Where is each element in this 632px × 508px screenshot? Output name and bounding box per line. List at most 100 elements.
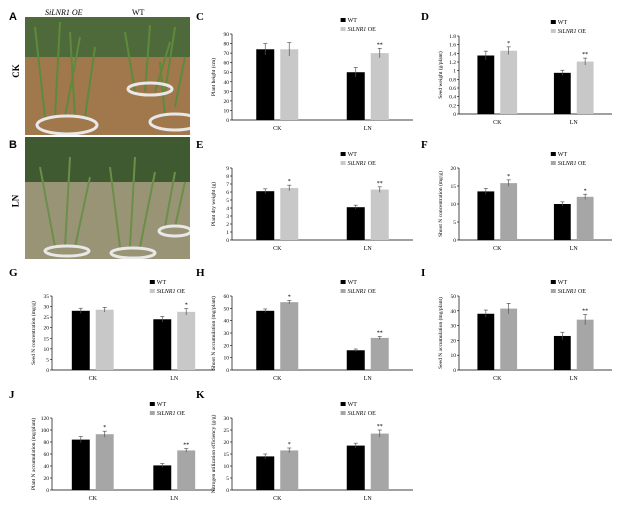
legend-label: SiLNR1 OE — [558, 29, 587, 35]
y-tick-label: 20 — [44, 326, 50, 332]
legend-swatch — [340, 18, 346, 22]
x-tick-label: LN — [570, 246, 579, 252]
y-tick-label: 4 — [226, 206, 229, 212]
y-tick-label: 8 — [226, 174, 229, 180]
y-tick-label: 10 — [224, 356, 230, 362]
panel-label: K — [196, 389, 205, 401]
y-tick-label: 0.6 — [449, 86, 456, 92]
y-tick-label: 3 — [226, 214, 229, 220]
legend-label-suffix: OE — [366, 411, 376, 417]
y-tick-label: 9 — [226, 166, 229, 172]
panel-label: D — [421, 11, 429, 23]
x-tick-label: LN — [170, 496, 179, 502]
bar-oe-ln — [370, 189, 389, 240]
y-tick-label: 20 — [224, 440, 230, 446]
legend-label: WT — [157, 402, 167, 408]
y-tick-label: 0 — [226, 488, 229, 494]
y-tick-label: 0 — [46, 488, 49, 494]
photo-header-wt: WT — [132, 8, 145, 17]
legend-label-italic: SiLNR1 — [558, 29, 577, 35]
y-tick-label: 2 — [226, 222, 229, 228]
significance-mark: * — [103, 425, 106, 431]
legend-swatch — [550, 29, 556, 33]
chart-j: J 0 20 40 60 80 100 120 Plant N accumulation (mg… — [9, 389, 215, 502]
legend-label: WT — [348, 280, 358, 286]
x-tick-label: LN — [570, 120, 579, 126]
x-tick-label: LN — [570, 376, 579, 382]
legend-swatch — [550, 280, 556, 284]
bar-wt-ln — [346, 350, 365, 370]
panel-label: I — [421, 267, 425, 279]
y-tick-label: 10 — [451, 202, 457, 208]
y-axis-label: Seed weight (g/plant) — [437, 51, 444, 99]
legend-swatch — [550, 161, 556, 165]
y-tick-label: 30 — [224, 416, 230, 422]
chart-k: K 0 5 10 15 20 25 30 Nitrogen utilization effici… — [196, 389, 413, 502]
x-tick-label: CK — [89, 376, 98, 382]
y-tick-label: 30 — [224, 89, 230, 95]
bar-wt-ln — [553, 335, 571, 370]
y-tick-label: 80 — [44, 440, 50, 446]
significance-mark: ** — [377, 181, 383, 187]
significance-mark: * — [288, 294, 291, 300]
significance-mark: ** — [582, 52, 588, 58]
x-tick-label: CK — [273, 246, 282, 252]
x-tick-label: CK — [273, 126, 282, 132]
photo-ln-field — [25, 137, 190, 259]
y-tick-label: 30 — [451, 324, 457, 330]
y-tick-label: 25 — [224, 428, 230, 434]
bar-oe-ck — [500, 308, 518, 370]
significance-mark: ** — [377, 424, 383, 430]
y-tick-label: 1.4 — [449, 51, 456, 57]
legend-label-suffix: OE — [576, 161, 586, 167]
y-tick-label: 20 — [224, 343, 230, 349]
bar-oe-ck — [95, 309, 114, 370]
legend-swatch — [149, 411, 155, 415]
legend-label: WT — [558, 20, 568, 26]
legend-swatch — [340, 280, 346, 284]
legend-swatch — [340, 161, 346, 165]
y-tick-label: 50 — [224, 306, 230, 312]
significance-mark: * — [584, 188, 587, 194]
legend-swatch — [340, 289, 346, 293]
x-tick-label: LN — [364, 376, 373, 382]
y-tick-label: 20 — [224, 99, 230, 105]
panel-label-a: A — [9, 11, 17, 23]
photo-ln-image — [25, 137, 190, 259]
bar-wt-ln — [553, 204, 571, 240]
legend-label-suffix: OE — [366, 27, 376, 33]
x-tick-label: LN — [364, 496, 373, 502]
y-tick-label: 0.8 — [449, 77, 456, 83]
y-tick-label: 10 — [451, 353, 457, 359]
panel-label-b: B — [9, 139, 17, 151]
panel-label: F — [421, 139, 428, 151]
significance-mark: * — [288, 442, 291, 448]
y-axis-label: Shoot N accumulation (mg/plant) — [210, 296, 217, 370]
y-tick-label: 120 — [41, 416, 50, 422]
legend-swatch — [340, 27, 346, 31]
significance-mark: * — [288, 179, 291, 185]
y-tick-label: 0 — [453, 112, 456, 118]
chart-h: H 0 10 20 30 40 50 60 Shoot N accumulation (mg/p… — [196, 267, 413, 382]
y-tick-label: 40 — [451, 309, 457, 315]
bar-oe-ln — [370, 433, 389, 490]
bar-oe-ln — [177, 311, 196, 370]
chart-i: I 0 10 20 30 40 50 Seed N accumulation (mg/plan… — [421, 267, 612, 382]
bar-wt-ck — [256, 191, 275, 240]
y-tick-label: 25 — [44, 315, 50, 321]
legend-label-italic: SiLNR1 — [558, 161, 577, 167]
y-tick-label: 10 — [224, 108, 230, 114]
bar-wt-ck — [477, 191, 495, 240]
legend-label: WT — [157, 280, 167, 286]
x-tick-label: CK — [493, 120, 502, 126]
y-tick-label: 1 — [453, 69, 456, 75]
y-tick-label: 15 — [44, 336, 50, 342]
bar-oe-ln — [177, 450, 196, 490]
x-tick-label: CK — [493, 376, 502, 382]
panel-label: G — [9, 267, 18, 279]
legend-label: WT — [348, 402, 358, 408]
y-tick-label: 35 — [44, 294, 50, 300]
y-tick-label: 70 — [224, 51, 230, 57]
legend-label-suffix: OE — [175, 411, 185, 417]
